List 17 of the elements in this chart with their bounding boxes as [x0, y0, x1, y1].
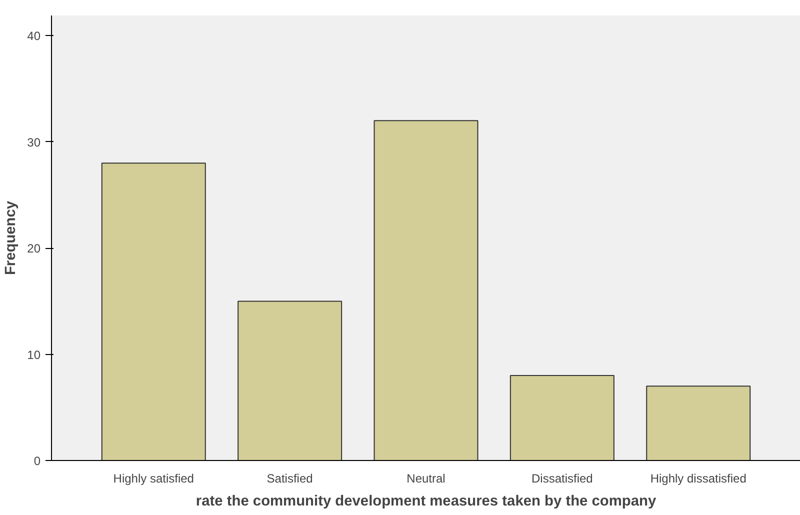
x-axis-title: rate the community development measures taken by the company [196, 494, 657, 510]
y-tick-label: 0 [34, 454, 41, 468]
bar [510, 375, 614, 460]
bar [101, 162, 206, 460]
x-tick-label: Dissatisfied [532, 472, 593, 486]
bar [646, 386, 751, 460]
x-tick-label: Neutral [406, 472, 446, 486]
bar [374, 120, 478, 460]
x-tick-label: Highly satisfied [113, 472, 194, 486]
bar [238, 300, 342, 460]
y-tick-label: 20 [27, 242, 41, 256]
x-tick-label: Highly dissatisfied [650, 472, 746, 486]
y-axis-title: Frequency [3, 200, 20, 276]
y-tick-label: 40 [27, 29, 41, 44]
y-tick-label: 10 [27, 348, 41, 362]
y-tick-label: 30 [27, 135, 41, 150]
x-tick-label: Satisfied [266, 472, 313, 486]
